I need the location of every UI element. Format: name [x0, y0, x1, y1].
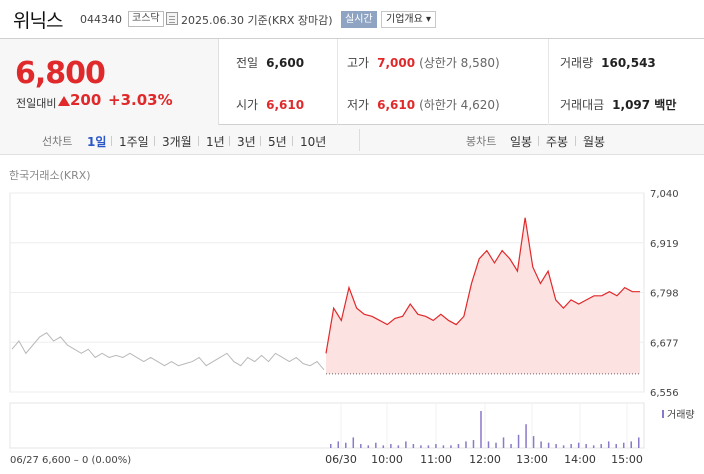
candle-chart-title: 봉차트 — [466, 135, 497, 148]
today-line — [325, 217, 640, 354]
volume-bar — [367, 445, 370, 448]
volume-bar — [592, 445, 595, 448]
prev-day-line — [11, 332, 325, 371]
volume-bar — [495, 442, 497, 448]
y-tick-label: 6,556 — [650, 388, 679, 399]
volume-bar — [450, 445, 452, 448]
change-rate: +3.03% — [108, 91, 173, 109]
y-tick-label: 6,677 — [650, 338, 679, 349]
volume-bar — [615, 444, 617, 448]
volume-bar — [517, 434, 520, 448]
y-tick-label: 6,919 — [650, 239, 679, 250]
volume-legend-marker — [662, 410, 664, 418]
trade-volume: 거래량 160,543 — [560, 56, 656, 70]
volume-legend-label: 거래량 — [667, 409, 695, 421]
volume-bar — [405, 441, 407, 448]
y-tick-label: 6,798 — [650, 289, 679, 300]
volume-bar — [547, 442, 550, 448]
volume-bar — [420, 445, 422, 448]
change-value: 200 — [70, 91, 102, 109]
change-label: 전일대비 — [16, 97, 57, 110]
volume-frame — [9, 402, 645, 449]
volume-bar — [525, 424, 527, 448]
high-price: 고가 7,000 (상한가 8,580) — [347, 56, 500, 70]
volume-bar — [480, 411, 482, 448]
current-price: 6,800 — [15, 56, 106, 91]
footer-readout: 06/27 6,600 – 0 (0.00%) — [10, 455, 131, 466]
tab-3month[interactable]: 3개월 — [162, 135, 192, 149]
x-tick-label: 06/30 — [325, 453, 357, 466]
volume-bar — [330, 444, 332, 448]
volume-bar — [472, 440, 475, 448]
open-price: 시가 6,610 — [236, 98, 305, 112]
volume-bar — [390, 444, 392, 448]
current-price-box: 6,800 전일대비 200 +3.03% — [0, 39, 219, 125]
volume-bar — [345, 442, 347, 448]
volume-bar — [607, 441, 610, 448]
volume-bar — [600, 444, 602, 448]
volume-bar — [465, 441, 467, 448]
stock-name: 위닉스 — [13, 10, 63, 32]
prev-close: 전일 6,600 — [236, 56, 305, 70]
volume-bar — [487, 441, 490, 448]
x-tick-label: 13:00 — [516, 453, 548, 466]
stock-code: 044340 — [80, 13, 122, 26]
volume-bar — [412, 444, 415, 448]
x-tick-label: 12:00 — [469, 453, 501, 466]
volume-bar — [375, 442, 377, 448]
volume-bar — [337, 441, 340, 448]
volume-bar — [570, 444, 572, 448]
volume-bar — [585, 444, 587, 448]
volume-bar — [555, 444, 557, 448]
tab-1day[interactable]: 1일 — [87, 135, 107, 149]
volume-bar — [442, 445, 445, 448]
tab-1year[interactable]: 1년 — [206, 135, 225, 149]
stock-header: 위닉스 044340 코스닥 2025.06.30 기준(KRX 장마감) 실시… — [0, 0, 704, 38]
volume-bar — [510, 444, 512, 448]
volume-bar — [352, 437, 355, 448]
volume-bar — [360, 444, 362, 448]
volume-bar — [540, 441, 542, 448]
divider — [337, 39, 338, 125]
tab-weekly[interactable]: 주봉 — [546, 135, 569, 149]
volume-bar — [502, 437, 505, 448]
volume-bar — [457, 444, 460, 448]
trade-amount: 거래대금 1,097 백만 — [560, 98, 677, 112]
divider — [548, 39, 549, 125]
calendar-icon — [166, 12, 178, 25]
x-tick-label: 14:00 — [564, 453, 596, 466]
volume-bar — [382, 445, 385, 448]
up-arrow-icon — [58, 96, 70, 106]
tab-1week[interactable]: 1주일 — [119, 135, 149, 149]
period-tabs: 선차트 1일 1주일 3개월 1년 3년 5년 10년 봉차트 일봉 주봉 월봉 — [0, 125, 704, 155]
x-tick-label: 15:00 — [611, 453, 643, 466]
tab-monthly[interactable]: 월봉 — [583, 135, 606, 149]
volume-bar — [532, 436, 535, 448]
x-tick-label: 10:00 — [371, 453, 403, 466]
price-summary: 6,800 전일대비 200 +3.03% 전일 6,600 시가 6,610 고가… — [0, 38, 704, 125]
tab-10year[interactable]: 10년 — [300, 135, 327, 149]
tab-3year[interactable]: 3년 — [237, 135, 256, 149]
volume-bar — [622, 442, 625, 448]
x-tick-label: 11:00 — [420, 453, 452, 466]
tab-daily[interactable]: 일봉 — [510, 135, 533, 149]
volume-bar — [427, 445, 430, 448]
today-area — [326, 217, 640, 374]
tab-5year[interactable]: 5년 — [268, 135, 287, 149]
y-tick-label: 7,040 — [650, 189, 679, 200]
volume-bar — [577, 442, 580, 448]
volume-bar — [638, 437, 640, 448]
company-info-dropdown[interactable]: 기업개요 ▾ — [381, 11, 436, 28]
low-price: 저가 6,610 (하한가 4,620) — [347, 98, 500, 112]
volume-bar — [435, 444, 437, 448]
volume-bar — [630, 441, 632, 448]
line-chart-title: 선차트 — [42, 135, 73, 148]
date-text: 2025.06.30 기준(KRX 장마감) — [181, 14, 333, 27]
exchange-label: 한국거래소(KRX) — [9, 169, 91, 182]
volume-bar — [397, 445, 400, 448]
volume-bar — [562, 445, 565, 448]
market-badge: 코스닥 — [128, 11, 164, 27]
realtime-button[interactable]: 실시간 — [341, 11, 377, 28]
